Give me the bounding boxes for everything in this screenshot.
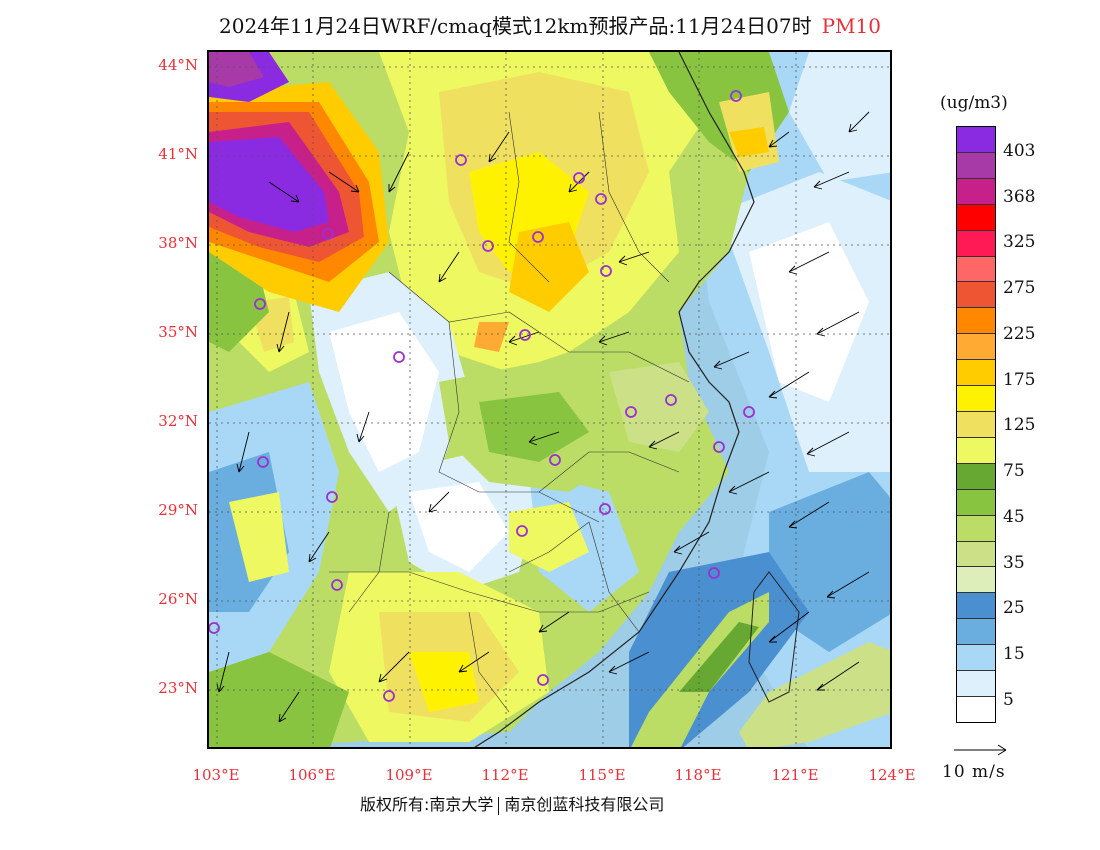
- color-swatch: [957, 127, 995, 153]
- legend-label: 403: [1003, 141, 1036, 161]
- lat-label-26: 26°N: [158, 590, 198, 608]
- pollutant-label: PM10: [821, 14, 881, 38]
- color-swatch: [957, 489, 995, 516]
- color-swatch: [957, 360, 995, 387]
- color-bar: [956, 126, 996, 723]
- color-swatch: [957, 567, 995, 594]
- separator: [498, 796, 500, 815]
- lat-label-41: 41°N: [158, 145, 198, 163]
- map-title: 2024年11月24日WRF/cmaq模式12km预报产品:11月24日07时 P…: [0, 10, 1100, 39]
- color-swatch: [957, 411, 995, 438]
- wind-reference-arrow: [954, 744, 1007, 756]
- legend-label: 275: [1003, 278, 1036, 298]
- pm10-map: [207, 50, 892, 749]
- color-swatch: [957, 671, 995, 697]
- lon-label-118: 118°E: [674, 766, 722, 784]
- lat-label-32: 32°N: [158, 412, 198, 430]
- color-swatch: [957, 282, 995, 309]
- color-swatch: [957, 386, 995, 412]
- color-swatch: [957, 178, 995, 205]
- lon-label-124: 124°E: [868, 766, 916, 784]
- legend-label: 15: [1003, 644, 1025, 664]
- pm10-field: [209, 52, 890, 747]
- legend-label: 325: [1003, 232, 1036, 252]
- lat-label-29: 29°N: [158, 501, 198, 519]
- lat-label-44: 44°N: [158, 56, 198, 74]
- lon-label-121: 121°E: [771, 766, 819, 784]
- legend-label: 35: [1003, 553, 1025, 573]
- lat-label-35: 35°N: [158, 323, 198, 341]
- color-swatch: [957, 515, 995, 542]
- legend-label: 45: [1003, 507, 1025, 527]
- title-text: 2024年11月24日WRF/cmaq模式12km预报产品:11月24日07时: [219, 14, 812, 38]
- copyright-org-1: 南京大学: [429, 795, 494, 814]
- color-swatch: [957, 645, 995, 672]
- color-swatch: [957, 619, 995, 646]
- legend-label: 5: [1003, 690, 1014, 710]
- color-swatch: [957, 593, 995, 620]
- legend-label: 25: [1003, 598, 1025, 618]
- lat-label-23: 23°N: [158, 679, 198, 697]
- legend-label: 368: [1003, 187, 1036, 207]
- color-swatch: [957, 541, 995, 568]
- color-swatch: [957, 437, 995, 464]
- color-swatch: [957, 696, 995, 722]
- wind-reference-label: 10 m/s: [942, 762, 1006, 782]
- legend-label: 175: [1003, 370, 1036, 390]
- lat-label-38: 38°N: [158, 234, 198, 252]
- legend-units: (ug/m3): [940, 93, 1008, 113]
- color-swatch: [957, 230, 995, 257]
- legend-label: 125: [1003, 415, 1036, 435]
- color-swatch: [957, 308, 995, 335]
- legend-label: 75: [1003, 461, 1025, 481]
- copyright-prefix: 版权所有:: [360, 795, 430, 814]
- lon-label-115: 115°E: [578, 766, 626, 784]
- copyright-org-2: 南京创蓝科技有限公司: [504, 795, 665, 814]
- copyright: 版权所有:南京大学 南京创蓝科技有限公司: [360, 791, 664, 815]
- color-swatch: [957, 463, 995, 490]
- color-swatch: [957, 334, 995, 361]
- lon-label-103: 103°E: [192, 766, 240, 784]
- color-swatch: [957, 204, 995, 231]
- legend-label: 225: [1003, 324, 1036, 344]
- lon-label-112: 112°E: [481, 766, 529, 784]
- color-swatch: [957, 256, 995, 283]
- lon-label-109: 109°E: [385, 766, 433, 784]
- lon-label-106: 106°E: [288, 766, 336, 784]
- color-swatch: [957, 152, 995, 179]
